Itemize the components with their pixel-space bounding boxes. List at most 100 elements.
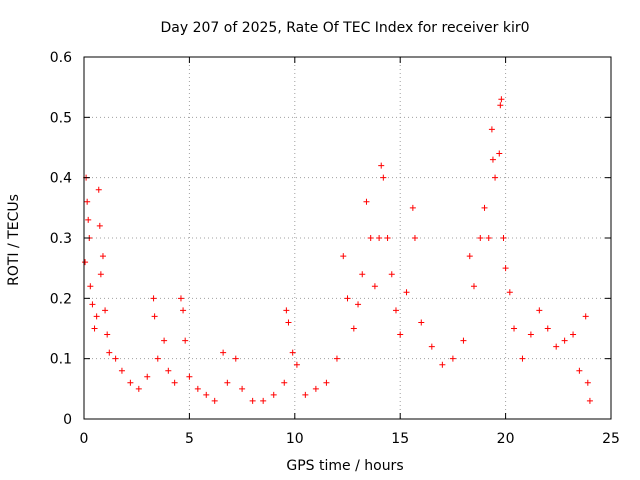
data-point — [397, 331, 404, 338]
axis-ticks: 0 5 10 15 20 25 0 0.1 0.2 0.3 0.4 0.5 0.6 — [50, 50, 620, 447]
data-point — [500, 235, 507, 241]
data-point — [582, 313, 589, 320]
data-point — [180, 307, 187, 314]
grid-lines — [84, 57, 611, 419]
y-axis-label: ROTI / TECUs — [6, 194, 22, 286]
data-point — [91, 325, 98, 332]
data-point — [511, 325, 518, 332]
data-point — [411, 235, 418, 241]
data-point — [150, 295, 157, 302]
data-point — [93, 313, 100, 320]
data-point — [194, 385, 201, 392]
data-point — [570, 331, 577, 338]
data-point — [371, 283, 378, 290]
data-point — [104, 331, 111, 338]
data-point — [270, 391, 277, 398]
data-point — [367, 235, 374, 241]
data-point — [496, 150, 503, 157]
data-point — [498, 96, 505, 103]
data-point — [439, 361, 446, 368]
data-point — [460, 337, 467, 344]
data-point — [409, 204, 416, 211]
data-point — [470, 283, 477, 290]
y-tick-label: 0 — [63, 412, 72, 428]
x-tick-label: 5 — [185, 431, 194, 447]
data-point — [151, 313, 158, 320]
data-point — [403, 289, 410, 296]
data-point — [144, 373, 151, 380]
data-point — [380, 174, 387, 181]
data-point — [481, 204, 488, 211]
data-point — [312, 385, 319, 392]
data-point — [186, 373, 193, 380]
data-point — [418, 319, 425, 326]
chart-title: Day 207 of 2025, Rate Of TEC Index for r… — [160, 20, 529, 36]
data-point — [289, 349, 296, 356]
data-point — [359, 271, 366, 278]
data-point — [561, 337, 568, 344]
data-point — [492, 174, 499, 181]
data-point — [497, 102, 504, 109]
data-point — [85, 216, 92, 223]
data-point — [350, 325, 357, 332]
data-point — [553, 343, 560, 350]
data-point — [536, 307, 543, 314]
x-tick-label: 25 — [602, 431, 620, 447]
data-point — [82, 259, 89, 266]
data-point — [165, 367, 172, 374]
data-point — [323, 379, 330, 386]
data-point — [485, 235, 492, 241]
data-point — [177, 295, 184, 302]
data-point — [340, 253, 347, 260]
data-points — [82, 96, 593, 404]
data-point — [302, 391, 309, 398]
data-point — [249, 397, 256, 404]
data-point — [127, 379, 134, 386]
data-point — [283, 307, 290, 314]
data-point — [89, 301, 96, 308]
y-tick-label: 0.5 — [50, 110, 72, 126]
y-tick-label: 0.2 — [50, 291, 72, 307]
plot-frame — [83, 56, 612, 420]
data-point — [363, 198, 370, 205]
data-point — [477, 235, 484, 241]
x-tick-label: 20 — [497, 431, 515, 447]
data-point — [488, 126, 495, 133]
data-point — [154, 355, 161, 362]
data-point — [281, 379, 288, 386]
data-point — [285, 319, 292, 326]
data-point — [87, 283, 94, 290]
data-point — [118, 367, 125, 374]
data-point — [182, 337, 189, 344]
data-point — [489, 156, 496, 163]
data-point — [333, 355, 340, 362]
data-point — [384, 235, 391, 241]
data-point — [466, 253, 473, 260]
data-point — [584, 379, 591, 386]
data-point — [428, 343, 435, 350]
y-tick-label: 0.4 — [50, 171, 72, 187]
y-tick-label: 0.3 — [50, 231, 72, 247]
y-tick-label: 0.1 — [50, 352, 72, 368]
data-point — [527, 331, 534, 338]
data-point — [84, 198, 91, 205]
x-tick-label: 10 — [286, 431, 304, 447]
data-point — [502, 265, 509, 272]
data-point — [260, 397, 267, 404]
data-point — [203, 391, 210, 398]
data-point — [220, 349, 227, 356]
data-point — [211, 397, 218, 404]
data-point — [97, 271, 104, 278]
data-point — [376, 235, 383, 241]
data-point — [106, 349, 113, 356]
x-tick-label: 0 — [80, 431, 89, 447]
x-tick-label: 15 — [391, 431, 409, 447]
data-point — [388, 271, 395, 278]
data-point — [449, 355, 456, 362]
data-point — [355, 301, 362, 308]
data-point — [378, 162, 385, 169]
data-point — [506, 289, 513, 296]
data-point — [344, 295, 351, 302]
data-point — [239, 385, 246, 392]
data-point — [135, 385, 142, 392]
